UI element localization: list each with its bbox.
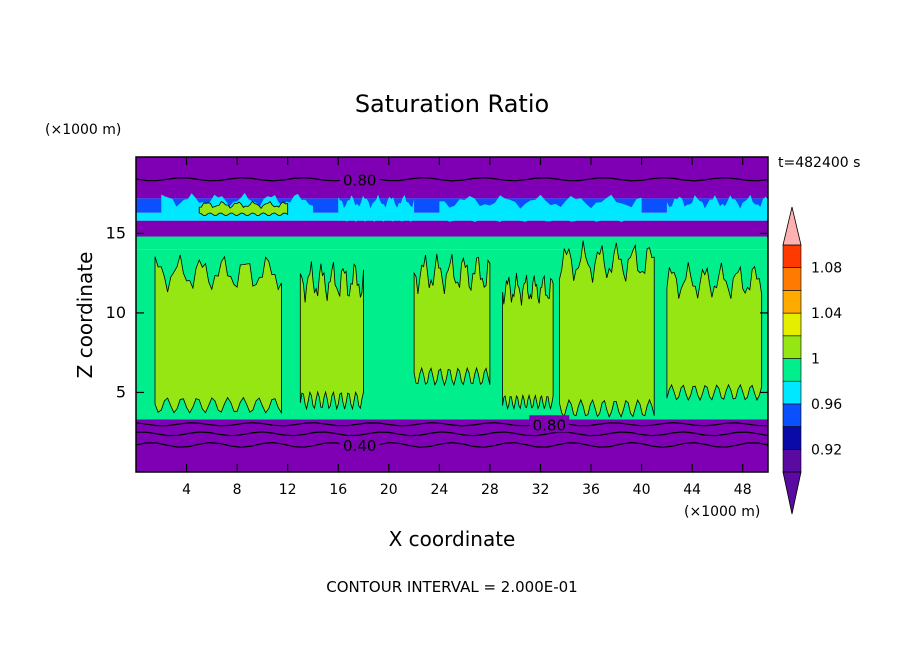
colorbar-under-arrow [782,471,802,515]
field-band-4 [136,220,768,237]
x-tick-label: 12 [279,482,297,498]
colorbar-tick-label: 1.08 [811,261,842,277]
x-tick-label: 32 [532,482,550,498]
colorbar-tick-label: 0.92 [811,442,842,458]
x-axis: 4 8 12 16 20 24 28 32 36 40 44 48 [182,157,752,498]
contour-label-bg [339,435,380,453]
contour-label-bg [339,170,380,188]
colorbar-segment [782,403,802,427]
y-axis: 5 10 15 [106,223,768,401]
x-tick-label: 48 [734,482,752,498]
colorbar-tick-label: 1.04 [811,306,842,322]
x-tick-label: 24 [430,482,448,498]
colorbar-over-arrow [782,206,802,246]
colorbar-tick-label: 1 [811,352,820,368]
contour-interval-note: CONTOUR INTERVAL = 2.000E-01 [326,578,577,596]
contour-label: 0.80 [533,416,566,434]
supersaturated-region-0 [154,254,282,415]
colorbar-segment [782,312,802,337]
colorbar-segment [782,244,802,269]
field-band-1 [136,411,768,420]
x-tick-label: 4 [182,482,191,498]
supersaturated-region-3 [502,272,554,411]
contour-label: 0.80 [343,171,376,189]
contour-line-2 [136,422,768,427]
y-tick-label: 5 [116,382,126,401]
upper-cyan-region-2 [439,194,642,222]
contour-line-3 [136,177,768,182]
field-band-0 [136,419,768,472]
contour-line-1 [136,431,768,437]
colorbar-segment [782,380,802,405]
x-tick-label: 28 [481,482,499,498]
colorbar-segment [782,448,802,473]
x-axis-title: X coordinate [389,527,516,551]
supersaturated-region-2 [413,253,491,387]
y-axis-title: Z coordinate [73,252,97,379]
contour-label-bg [529,415,570,433]
y-tick-label: 15 [106,223,126,242]
colorbar-segment [782,358,802,382]
x-tick-label: 8 [233,482,242,498]
supersaturated-region-1 [299,261,364,411]
colorbar-segment [782,426,802,450]
y-tick-label: 10 [106,303,126,322]
plot-frame [135,156,769,473]
upper-cyan-region-1 [338,194,415,222]
time-label: t=482400 s [778,155,860,171]
x-tick-label: 36 [582,482,600,498]
field-band-7 [136,157,768,199]
x-tick-label: 40 [633,482,651,498]
colorbar-segment [782,290,802,314]
chart-title: Saturation Ratio [355,90,549,118]
supersaturated-region-4 [559,240,655,419]
x-tick-label: 16 [329,482,347,498]
upper-cyan-region-3 [666,194,768,221]
contour-label: 0.40 [343,437,376,455]
colorbar-segment [782,335,802,359]
x-tick-label: 20 [380,482,398,498]
colorbar-tick-label: 0.96 [811,397,842,413]
x-unit-label: (×1000 m) [684,504,760,520]
colorbar-segment [782,267,802,291]
y-unit-label: (×1000 m) [45,122,121,138]
colorbar: 0.92 0.96 1 1.04 1.08 [782,206,842,515]
upper-green-region [198,200,289,217]
field-band-3 [136,236,768,250]
supersaturated-region-5 [666,262,763,402]
contour-line-0 [136,441,768,448]
x-tick-label: 44 [683,482,701,498]
contour-field: 0.80 0.80 0.40 [136,157,768,472]
